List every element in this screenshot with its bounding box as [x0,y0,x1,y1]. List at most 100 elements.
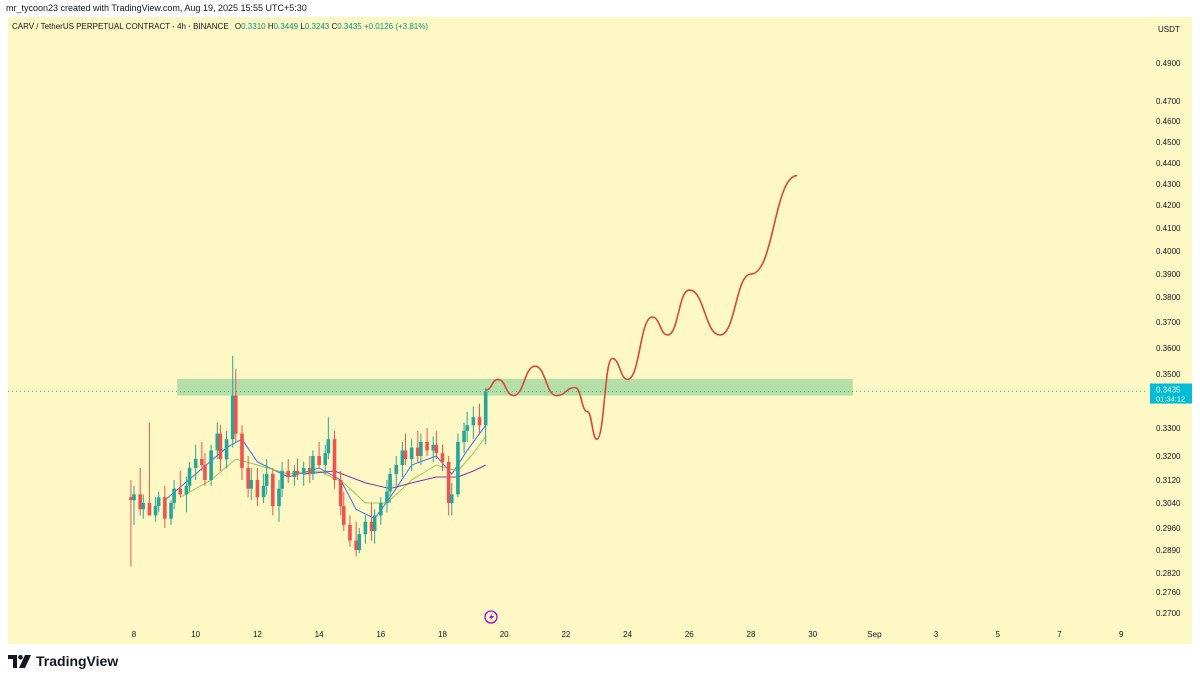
moving-average-line-2[interactable] [180,436,487,504]
price-tick: 0.4000 [1156,247,1181,256]
candle[interactable] [240,425,244,480]
candle[interactable] [200,442,204,471]
candle[interactable] [138,468,142,516]
candle[interactable] [338,471,343,516]
projection-path[interactable] [485,174,798,441]
chart-pane[interactable] [8,17,1146,644]
candle[interactable] [372,509,377,544]
candle[interactable] [416,430,420,462]
moving-average-line-1[interactable] [164,425,487,520]
tradingview-logo[interactable]: TradingView [8,653,118,669]
legend-open: 0.3310 [241,22,266,31]
candle[interactable] [246,456,250,498]
candle[interactable] [292,465,297,486]
candle[interactable] [379,497,383,525]
price-tick: 0.3800 [1156,293,1181,302]
candle[interactable] [400,442,405,477]
candle[interactable] [271,468,275,516]
candle[interactable] [147,422,152,516]
candle[interactable] [425,428,429,456]
flash-icon[interactable] [484,610,498,624]
legend-symbol: CARV / TetherUS PERPETUAL CONTRACT · 4h … [12,22,229,31]
candle[interactable] [230,355,235,448]
candle[interactable] [440,444,445,471]
candle[interactable] [141,494,146,519]
candle[interactable] [280,462,284,498]
candle[interactable] [184,477,189,513]
candle[interactable] [385,480,389,513]
candle[interactable] [477,403,482,434]
candle[interactable] [264,459,269,495]
candle[interactable] [446,456,451,516]
candle[interactable] [409,439,414,471]
candle[interactable] [465,411,469,442]
legend-close-label: C [331,22,338,31]
candle[interactable] [178,471,183,498]
price-tick: 0.2760 [1156,588,1181,597]
candle[interactable] [311,450,315,480]
candle[interactable] [483,387,488,444]
price-tick: 0.2960 [1156,524,1181,533]
candle[interactable] [249,468,254,501]
currency-label: USDT [1158,25,1180,34]
candle[interactable] [301,462,306,486]
time-tick: 16 [376,630,385,639]
candle[interactable] [308,456,312,483]
candle[interactable] [295,459,300,480]
candle[interactable] [169,500,173,525]
candle[interactable] [434,430,439,459]
candle[interactable] [388,468,392,503]
candle[interactable] [471,406,476,440]
candle[interactable] [369,503,374,541]
candle[interactable] [354,521,358,557]
candle[interactable] [156,491,161,513]
moving-average-line-3[interactable] [303,464,486,490]
candle[interactable] [394,456,399,486]
price-tick: 0.3700 [1156,318,1181,327]
candle[interactable] [462,422,466,454]
candle[interactable] [215,422,220,459]
price-tick: 0.3500 [1156,370,1181,379]
candle[interactable] [357,528,362,554]
candle[interactable] [224,430,229,468]
candle[interactable] [203,453,207,486]
candle[interactable] [419,433,423,465]
candle[interactable] [132,485,136,525]
candle[interactable] [153,497,158,522]
candle[interactable] [403,433,408,465]
price-tick: 0.2700 [1156,609,1181,618]
current-price-badge [1150,383,1192,404]
time-tick: 24 [623,630,632,639]
price-axis-pane[interactable] [1146,17,1192,644]
candle[interactable] [341,491,346,532]
candle[interactable] [129,480,133,567]
candle[interactable] [255,468,260,507]
candle[interactable] [323,444,328,474]
candle[interactable] [277,480,281,522]
resistance-zone[interactable] [177,378,853,396]
candle[interactable] [187,462,192,492]
candle[interactable] [431,436,436,462]
credit-bar: mr_tycoon23 created with TradingView.com… [0,0,1200,17]
candle[interactable] [363,515,368,544]
candle[interactable] [332,430,337,489]
symbol-legend[interactable]: CARV / TetherUS PERPETUAL CONTRACT · 4h … [12,22,428,31]
credit-text: mr_tycoon23 created with TradingView.com… [6,3,307,13]
candle[interactable] [348,515,352,547]
candle[interactable] [193,444,198,480]
candle[interactable] [456,433,460,498]
candle[interactable] [261,474,266,503]
footer [0,644,1200,683]
price-tick: 0.4700 [1156,97,1181,106]
candle[interactable] [234,368,238,442]
candle[interactable] [209,444,213,486]
time-tick: 28 [747,630,756,639]
candle[interactable] [163,485,167,528]
candle[interactable] [449,482,454,516]
candle[interactable] [172,480,176,510]
candle[interactable] [317,442,321,468]
candle[interactable] [326,417,331,459]
candle[interactable] [218,425,223,471]
candle[interactable] [286,459,291,483]
